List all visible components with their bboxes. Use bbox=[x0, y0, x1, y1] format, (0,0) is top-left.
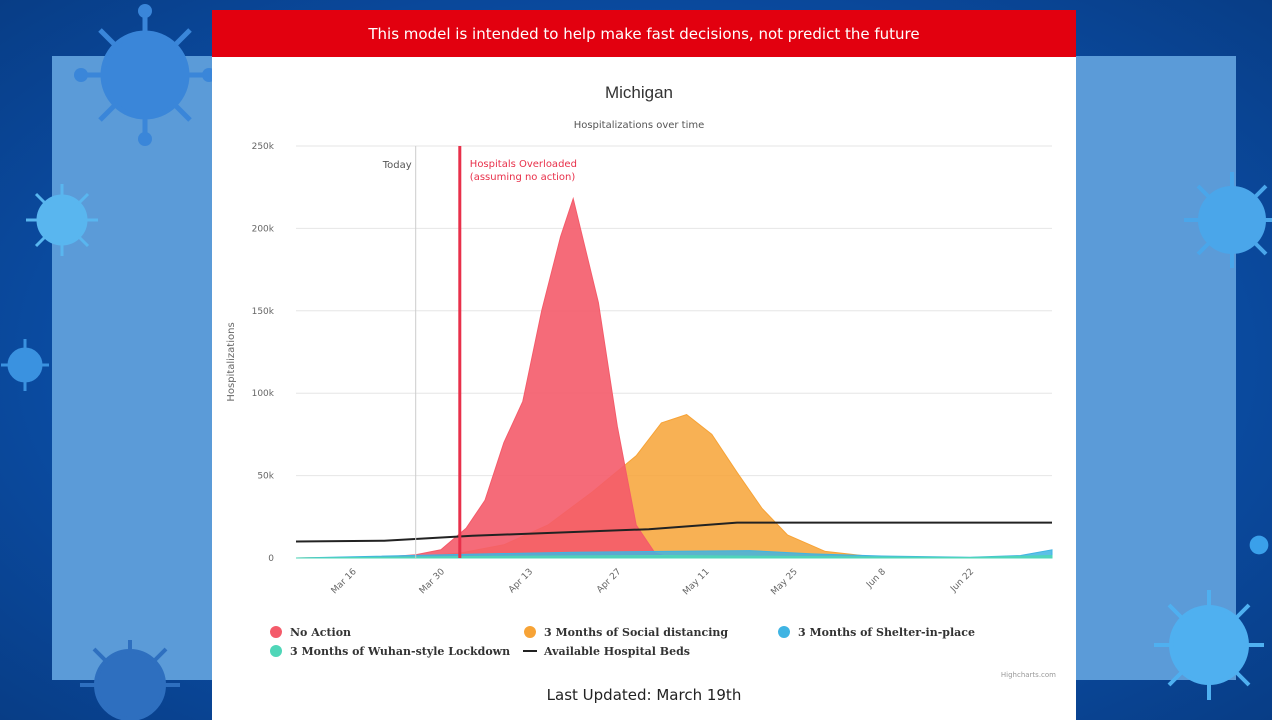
virus-icon bbox=[1154, 590, 1264, 700]
legend-label: 3 Months of Shelter-in-place bbox=[798, 626, 975, 639]
legend-label: Available Hospital Beds bbox=[543, 645, 690, 658]
virus-icon bbox=[80, 640, 180, 720]
virus-icon bbox=[26, 184, 98, 256]
chart-card: This model is intended to help make fast… bbox=[212, 10, 1076, 720]
x-tick-label: May 11 bbox=[681, 567, 711, 597]
x-tick-label: Jun 22 bbox=[948, 567, 976, 595]
y-axis-label: Hospitalizations bbox=[226, 322, 237, 401]
legend-item-no-action[interactable]: No Action bbox=[270, 626, 351, 639]
legend-symbol bbox=[270, 626, 282, 638]
today-label: Today bbox=[382, 160, 412, 171]
y-tick-label: 150k bbox=[252, 307, 275, 317]
chart-title: Michigan bbox=[605, 83, 673, 102]
last-updated: Last Updated: March 19th bbox=[546, 686, 742, 704]
disclaimer-banner: This model is intended to help make fast… bbox=[212, 10, 1076, 57]
series-line-hospital-beds bbox=[295, 521, 1052, 543]
x-tick-label: Apr 27 bbox=[595, 567, 623, 595]
hospitals-overloaded-label: Hospitals Overloaded bbox=[470, 159, 577, 170]
virus-icon bbox=[1, 339, 49, 391]
series-area-wuhan-lockdown bbox=[295, 554, 1053, 559]
y-tick-label: 0 bbox=[268, 554, 274, 564]
x-tick-label: Apr 13 bbox=[507, 567, 535, 595]
legend-item-social-distancing[interactable]: 3 Months of Social distancing bbox=[524, 626, 728, 639]
legend-symbol bbox=[524, 626, 536, 638]
legend-label: No Action bbox=[290, 626, 351, 639]
x-tick-label: May 25 bbox=[769, 567, 799, 597]
legend-symbol bbox=[270, 645, 282, 657]
legend-item-hospital-beds[interactable]: Available Hospital Beds bbox=[523, 645, 690, 658]
hospitals-overloaded-label: (assuming no action) bbox=[470, 172, 576, 183]
x-tick-label: Mar 16 bbox=[330, 567, 359, 596]
legend-label: 3 Months of Social distancing bbox=[544, 626, 728, 639]
y-tick-label: 100k bbox=[252, 389, 275, 399]
chart-subtitle: Hospitalizations over time bbox=[574, 120, 705, 131]
virus-icon bbox=[1249, 535, 1269, 555]
legend-item-shelter-in-place[interactable]: 3 Months of Shelter-in-place bbox=[778, 626, 975, 639]
x-tick-label: Jun 8 bbox=[864, 567, 888, 591]
series-area-social-distancing bbox=[295, 414, 1052, 559]
hospitalizations-chart: Michigan Hospitalizations over time Hosp… bbox=[226, 83, 1053, 658]
legend-label: 3 Months of Wuhan-style Lockdown bbox=[290, 645, 510, 658]
y-tick-label: 200k bbox=[252, 224, 275, 234]
y-tick-label: 250k bbox=[252, 142, 275, 152]
legend-item-wuhan-lockdown[interactable]: 3 Months of Wuhan-style Lockdown bbox=[270, 645, 510, 658]
virus-icon bbox=[1184, 172, 1272, 268]
legend-symbol bbox=[778, 626, 790, 638]
virus-icon bbox=[74, 4, 216, 146]
y-tick-label: 50k bbox=[257, 472, 274, 482]
x-tick-label: Mar 30 bbox=[418, 567, 447, 596]
chart-credit: Highcharts.com bbox=[1000, 671, 1056, 679]
